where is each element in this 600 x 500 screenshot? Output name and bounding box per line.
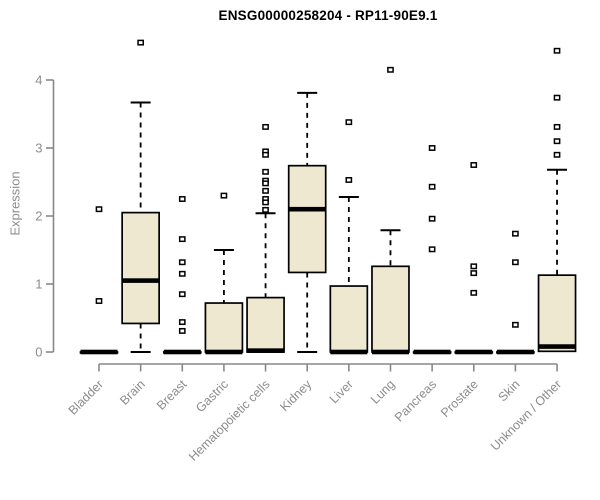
median-line: [163, 349, 201, 355]
outlier-point: [553, 151, 561, 158]
outlier-point: [262, 206, 269, 213]
y-tick-label: 3: [35, 141, 42, 156]
outlier-point: [428, 215, 436, 222]
outlier-point: [95, 206, 103, 213]
outlier-point: [553, 138, 561, 145]
outlier-point: [512, 321, 519, 328]
chart-title: ENSG00000258204 - RP11-90E9.1: [218, 8, 438, 23]
y-tick-label: 2: [35, 209, 42, 224]
outlier-point: [345, 177, 353, 183]
outlier-point: [178, 236, 186, 243]
box-group-lung: [371, 66, 410, 355]
x-tick-label-breast: Breast: [154, 377, 190, 413]
outlier-point: [553, 94, 561, 101]
outlier-point: [178, 291, 186, 298]
y-tick-label: 1: [35, 277, 42, 292]
box-group-skin: [496, 230, 535, 355]
box-group-gastric: [204, 192, 244, 355]
box-group-liver: [329, 119, 369, 355]
x-tick-label-bladder: Bladder: [66, 377, 106, 417]
median-line: [496, 349, 534, 355]
box-group-breast: [162, 196, 202, 355]
x-tick-label-liver: Liver: [327, 377, 356, 406]
outlier-point: [428, 145, 436, 151]
iqr-box: [329, 285, 369, 353]
median-line: [122, 278, 160, 283]
median-line: [288, 206, 326, 212]
x-tick-label-gastric: Gastric: [193, 377, 231, 415]
box-group-prostate: [454, 162, 494, 355]
box-group-unknown-other: [537, 47, 577, 353]
outlier-point: [262, 180, 269, 187]
outlier-point: [553, 123, 561, 130]
box-group-pancreas: [412, 145, 452, 355]
median-line: [413, 349, 451, 355]
outlier-point: [512, 259, 519, 266]
outlier-point: [178, 259, 186, 266]
outlier-point: [262, 199, 269, 206]
outlier-point: [95, 298, 103, 304]
box-group-kidney: [287, 91, 327, 353]
outlier-point: [345, 119, 353, 126]
x-tick-label-prostate: Prostate: [438, 377, 481, 420]
iqr-box: [537, 274, 577, 353]
median-line: [371, 349, 409, 355]
outlier-point: [262, 168, 269, 175]
x-tick-label-pancreas: Pancreas: [392, 377, 439, 424]
outlier-point: [428, 183, 436, 190]
outlier-point: [470, 263, 478, 270]
median-line: [205, 349, 243, 355]
outlier-point: [470, 289, 478, 296]
iqr-box: [204, 302, 244, 353]
median-line: [538, 344, 576, 349]
box-group-hematopoietic-cells: [246, 123, 285, 353]
x-tick-label-lung: Lung: [368, 377, 398, 407]
outlier-point: [178, 196, 186, 202]
box-group-bladder: [79, 206, 119, 355]
outlier-point: [262, 187, 269, 194]
median-line: [455, 349, 493, 355]
outlier-point: [178, 319, 186, 326]
x-tick-label-brain: Brain: [117, 377, 148, 408]
x-tick-label-unknown-other: Unknown / Other: [488, 377, 564, 453]
outlier-point: [178, 327, 186, 334]
median-line: [80, 349, 118, 355]
iqr-box: [371, 265, 410, 353]
y-tick-label: 0: [35, 345, 42, 360]
box-group-brain: [121, 39, 160, 353]
iqr-box: [287, 164, 327, 274]
outlier-point: [470, 162, 478, 168]
outlier-point: [262, 151, 269, 158]
outlier-point: [553, 47, 561, 54]
iqr-box: [246, 296, 285, 353]
y-tick-label: 4: [35, 73, 42, 88]
outlier-point: [387, 66, 394, 73]
outlier-point: [470, 270, 478, 277]
outlier-point: [178, 270, 186, 277]
outlier-point: [220, 192, 228, 199]
median-line: [330, 349, 368, 355]
x-tick-label-kidney: Kidney: [277, 377, 314, 414]
outlier-point: [512, 230, 519, 237]
outlier-point: [428, 246, 436, 253]
iqr-box: [121, 211, 160, 325]
outlier-point: [262, 123, 269, 130]
x-tick-label-skin: Skin: [495, 377, 522, 404]
x-tick-label-hematopoietic-cells: Hematopoietic cells: [186, 377, 273, 464]
median-line: [247, 348, 285, 353]
outlier-point: [137, 39, 144, 46]
